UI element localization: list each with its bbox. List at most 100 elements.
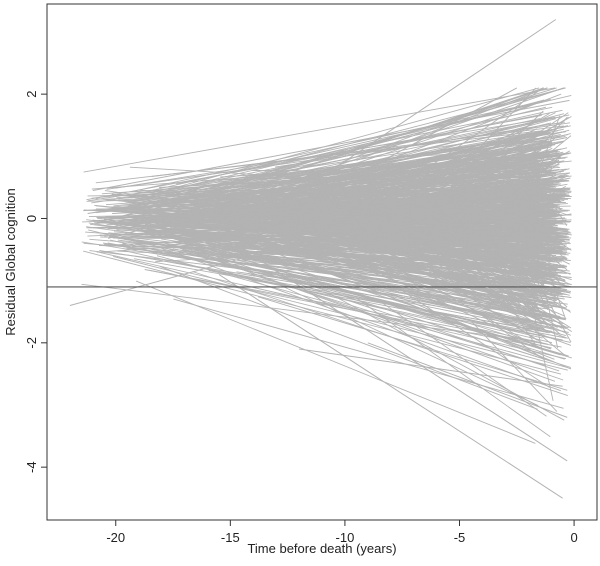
trajectory-line [334, 292, 545, 360]
trajectory-line [135, 233, 571, 250]
trajectory-line [195, 109, 563, 185]
highlighted-trajectory-layer [69, 19, 570, 499]
trajectory-line [377, 281, 542, 310]
trajectory-line [269, 190, 542, 210]
trajectory-line [130, 154, 558, 202]
trajectory-line [507, 161, 561, 204]
trajectory-line [99, 249, 548, 325]
trajectory-line [530, 195, 544, 210]
trajectory-line [361, 196, 564, 217]
trajectory-line [142, 118, 541, 203]
trajectory-line [146, 247, 566, 319]
trajectory-line [259, 191, 546, 212]
trajectory-line [135, 280, 536, 444]
trajectory-line [113, 231, 571, 274]
trajectory-line [81, 283, 536, 342]
trajectory-line [218, 273, 563, 499]
trajectory-line [537, 259, 559, 349]
trajectory-line [333, 113, 565, 175]
y-tick-label: 0 [24, 215, 39, 222]
trajectory-line [104, 243, 562, 267]
trajectory-line [211, 165, 547, 208]
trajectory-line [172, 248, 569, 333]
trajectory-line [223, 208, 543, 284]
trajectory-line [300, 249, 572, 285]
trajectory-line [69, 168, 570, 306]
trajectory-line [342, 255, 548, 352]
trajectory-line [284, 233, 547, 268]
trajectory-line [239, 237, 569, 245]
trajectory-line [155, 206, 555, 232]
trajectory-line [159, 265, 538, 410]
trajectory-line [135, 98, 551, 192]
trajectory-line [136, 183, 537, 208]
x-tick-label: -20 [106, 530, 125, 545]
trajectory-line [471, 271, 567, 328]
trajectory-line [140, 214, 540, 218]
trajectory-line [234, 243, 568, 260]
trajectory-line [88, 229, 543, 339]
trajectory-line [87, 140, 565, 214]
trajectory-line [122, 134, 568, 209]
trajectory-line [176, 106, 553, 185]
trajectory-line [494, 137, 555, 187]
trajectory-line [406, 256, 543, 344]
trajectory-line [425, 113, 550, 189]
y-tick-label: -2 [24, 337, 39, 349]
trajectory-line [155, 159, 538, 218]
trajectory-line [475, 87, 537, 152]
trajectory-line [474, 147, 553, 185]
trajectory-line [255, 220, 563, 239]
trajectory-line [133, 195, 559, 228]
trajectory-line [471, 321, 558, 412]
trajectory-line [344, 87, 518, 182]
trajectory-line [280, 284, 539, 406]
y-tick-label: 2 [24, 90, 39, 97]
trajectory-line [124, 238, 543, 306]
trajectory-line [411, 228, 564, 238]
trajectory-line [316, 202, 544, 259]
y-axis: -4 -2 0 2 [24, 90, 47, 473]
trajectory-line [193, 224, 550, 241]
trajectory-line [274, 121, 565, 168]
trajectory-line [92, 99, 570, 191]
x-axis: -20 -15 -10 -5 0 [106, 520, 578, 545]
trajectory-line [355, 297, 551, 438]
trajectory-line [465, 213, 572, 232]
trajectory-line [288, 179, 538, 196]
trajectory-line [381, 174, 566, 181]
trajectory-line [191, 243, 554, 322]
trajectory-line [287, 19, 557, 201]
trajectory-line [326, 207, 563, 236]
trajectory-line [137, 239, 561, 392]
y-tick-label: -4 [24, 461, 39, 473]
trajectory-line [218, 128, 557, 208]
x-axis-label: Time before death (years) [247, 541, 396, 556]
trajectory-line [262, 203, 544, 236]
trajectory-line [428, 242, 558, 286]
trajectory-line [376, 298, 547, 417]
x-tick-label: -5 [454, 530, 466, 545]
x-tick-label: -10 [336, 530, 355, 545]
trajectory-line [436, 273, 543, 294]
trajectory-line [445, 150, 571, 220]
y-axis-label: Residual Global cognition [3, 188, 18, 335]
trajectory-line [103, 154, 552, 221]
trajectory-line [411, 160, 559, 227]
trajectory-line [171, 252, 553, 344]
trajectory-line [116, 229, 536, 254]
trajectory-line [236, 271, 545, 318]
trajectory-line [281, 217, 545, 249]
trajectory-line [166, 193, 553, 261]
trajectory-line [173, 298, 564, 409]
trajectory-line [83, 250, 562, 375]
trajectory-line [165, 157, 550, 206]
trajectory-line [436, 173, 540, 203]
trajectory-line [367, 342, 568, 418]
trajectory-line [324, 227, 555, 246]
trajectory-line [121, 226, 554, 322]
trajectory-line [445, 248, 543, 277]
trajectory-line [280, 93, 562, 202]
x-tick-label: -15 [221, 530, 240, 545]
